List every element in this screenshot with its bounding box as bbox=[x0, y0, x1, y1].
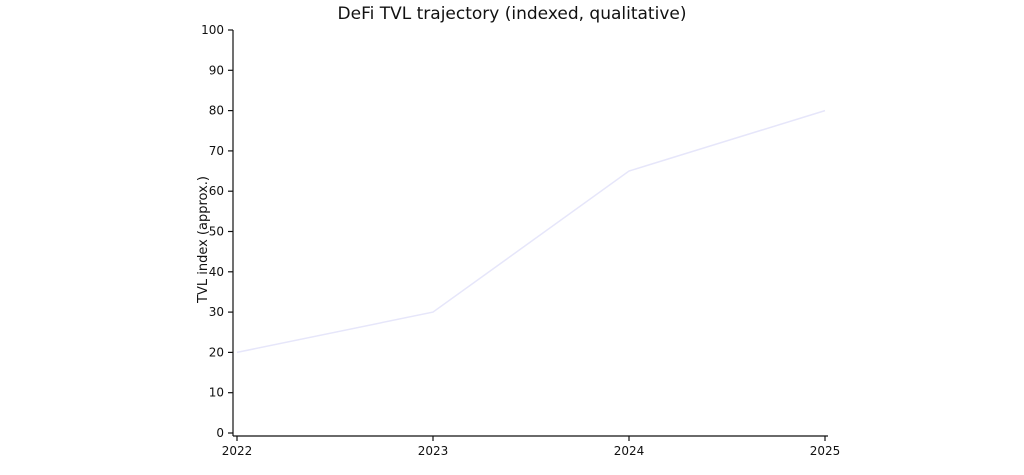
y-tick-label: 10 bbox=[209, 386, 224, 400]
y-tick-label: 20 bbox=[209, 345, 224, 359]
x-tick-label: 2025 bbox=[810, 444, 841, 458]
chart-title: DeFi TVL trajectory (indexed, qualitativ… bbox=[338, 4, 687, 24]
series-line bbox=[236, 109, 826, 354]
x-tick-label: 2023 bbox=[418, 444, 449, 458]
y-tick-label: 90 bbox=[209, 63, 224, 77]
x-tick-label: 2024 bbox=[614, 444, 645, 458]
y-tick-label: 100 bbox=[201, 23, 224, 37]
y-tick-label: 0 bbox=[216, 426, 224, 440]
y-tick-label: 30 bbox=[209, 305, 224, 319]
y-tick-label: 40 bbox=[209, 265, 224, 279]
y-tick-label: 70 bbox=[209, 144, 224, 158]
y-axis-label-group: TVL index (approx.) bbox=[196, 176, 211, 304]
series-layer bbox=[236, 109, 826, 354]
y-axis-label: TVL index (approx.) bbox=[196, 176, 211, 304]
x-ticks: 2022 2023 2024 2025 bbox=[222, 436, 841, 458]
x-tick-label: 2022 bbox=[222, 444, 253, 458]
y-tick-label: 50 bbox=[209, 225, 224, 239]
axes bbox=[232, 30, 828, 437]
y-tick-label: 80 bbox=[209, 104, 224, 118]
y-ticks: 0 10 20 30 40 50 60 70 80 90 100 bbox=[201, 23, 233, 440]
y-tick-label: 60 bbox=[209, 184, 224, 198]
